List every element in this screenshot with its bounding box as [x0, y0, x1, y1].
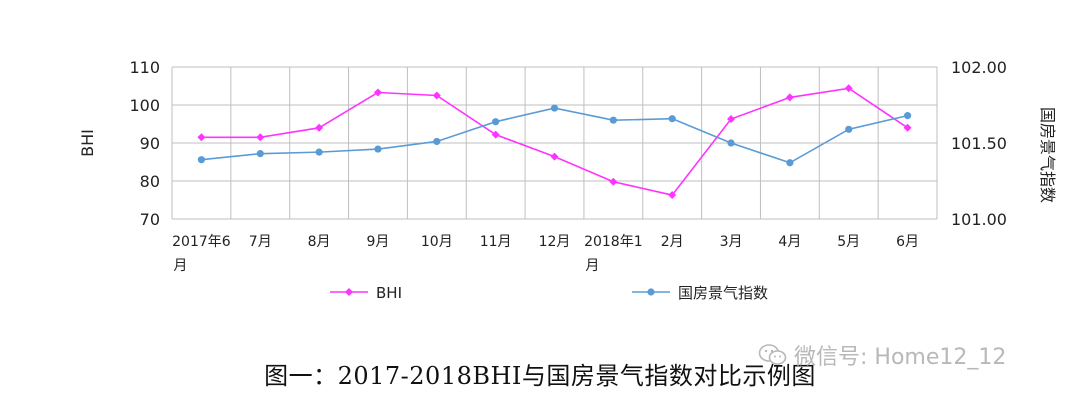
- data-point: [550, 152, 559, 161]
- x-tick-label: 6月: [896, 234, 919, 250]
- x-tick-line: 8月: [308, 234, 331, 250]
- x-tick-line: 11月: [480, 234, 512, 250]
- legend-item: 国房景气指数: [632, 284, 768, 302]
- legend-swatch-marker: [647, 288, 655, 296]
- legend-item: BHI: [330, 284, 402, 302]
- y-left-tick-label: 90: [140, 134, 160, 153]
- legend-label: 国房景气指数: [678, 284, 768, 302]
- data-point: [374, 145, 382, 153]
- x-axis-ticks: 2017年6 月 7月 8月 9月 10月 11月 12月 2018年1 月 2月 3月 4月 5月 6月: [172, 234, 919, 274]
- data-point: [727, 115, 736, 124]
- x-tick-line: 4月: [778, 234, 801, 250]
- watermark: 微信号: Home12_12: [758, 339, 1006, 371]
- data-point: [197, 156, 206, 164]
- data-point: [785, 93, 794, 102]
- x-tick-line: 月: [173, 258, 187, 274]
- data-point: [256, 150, 264, 158]
- data-point: [844, 84, 853, 93]
- data-point: [609, 116, 617, 124]
- data-point: [786, 159, 794, 167]
- data-point: [432, 91, 441, 100]
- x-tick-label: 5月: [837, 234, 860, 250]
- data-point: [845, 125, 853, 133]
- x-tick-label: 7月: [249, 234, 272, 250]
- x-tick-line: 2017年6: [172, 234, 231, 250]
- data-point: [315, 123, 324, 132]
- data-point: [315, 148, 323, 156]
- x-tick-line: 7月: [249, 234, 272, 250]
- y-left-tick-label: 100: [129, 96, 160, 115]
- data-point: [197, 133, 206, 142]
- data-point: [903, 112, 912, 120]
- x-tick-label: 12月: [539, 234, 571, 250]
- x-tick-line: 6月: [896, 234, 919, 250]
- legend-swatch-marker: [345, 288, 353, 296]
- x-tick-label: 11月: [480, 234, 512, 250]
- x-tick-line: 月: [585, 258, 599, 274]
- y-left-tick-label: 80: [140, 172, 160, 191]
- figure-caption: 图一：2017-2018BHI与国房景气指数对比示例图: [264, 362, 816, 390]
- chart: 70 80 90 100 110 101.00 101.50 102.00 2017年6 月 7…: [78, 58, 1057, 302]
- x-tick-line: 5月: [837, 234, 860, 250]
- y-axis-left-title: BHI: [78, 129, 97, 157]
- x-tick-line: 3月: [720, 234, 743, 250]
- x-tick-label: 3月: [720, 234, 743, 250]
- data-point: [903, 123, 912, 132]
- x-tick-line: 2月: [661, 234, 684, 250]
- left-axis-ticks: 70 80 90 100 110: [129, 58, 160, 229]
- y-right-tick-label: 101.50: [951, 134, 1007, 153]
- legend-label: BHI: [376, 284, 402, 302]
- x-tick-label: 10月: [421, 234, 453, 250]
- x-tick-label: 2018年1 月: [584, 234, 643, 274]
- data-point: [256, 133, 265, 142]
- x-tick-line: 12月: [539, 234, 571, 250]
- y-left-tick-label: 110: [129, 58, 160, 77]
- x-tick-line: 2018年1: [584, 234, 643, 250]
- y-axis-right-title: 国房景气指数: [1038, 107, 1057, 203]
- x-tick-label: 8月: [308, 234, 331, 250]
- series-guofang-index: [197, 104, 912, 167]
- watermark-text: 微信号: Home12_12: [794, 345, 1007, 370]
- x-tick-label: 9月: [367, 234, 390, 250]
- data-point: [433, 137, 441, 146]
- series-bhi: [197, 84, 912, 200]
- series-line: [201, 87, 909, 196]
- data-point: [373, 88, 382, 97]
- data-point: [668, 115, 676, 123]
- y-right-tick-label: 102.00: [951, 58, 1007, 77]
- x-tick-label: 2017年6 月: [172, 234, 231, 274]
- data-point: [491, 130, 500, 139]
- data-point: [492, 118, 500, 126]
- legend: BHI 国房景气指数: [330, 284, 768, 302]
- x-tick-label: 4月: [778, 234, 801, 250]
- data-point: [609, 177, 618, 186]
- x-tick-line: 10月: [421, 234, 453, 250]
- series-layer: [197, 84, 912, 200]
- y-left-tick-label: 70: [140, 210, 160, 229]
- data-point: [550, 104, 559, 112]
- data-point: [668, 191, 677, 200]
- x-tick-line: 9月: [367, 234, 390, 250]
- wechat-icon: [758, 344, 787, 365]
- data-point: [727, 139, 735, 147]
- y-right-tick-label: 101.00: [951, 210, 1007, 229]
- right-axis-ticks: 101.00 101.50 102.00: [951, 58, 1007, 229]
- x-tick-label: 2月: [661, 234, 684, 250]
- grid: [171, 66, 938, 220]
